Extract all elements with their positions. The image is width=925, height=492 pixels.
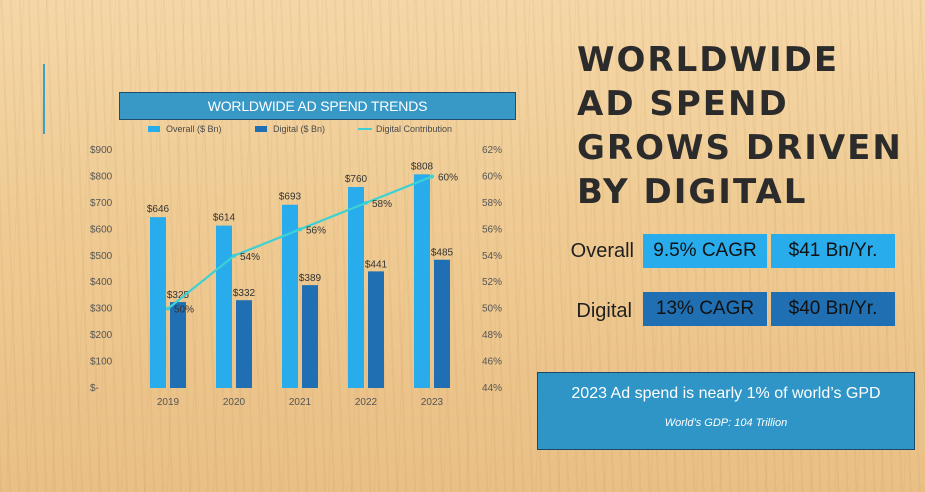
- y2-tick-label: 48%: [482, 330, 502, 341]
- y-tick-label: $200: [90, 330, 113, 341]
- y2-tick-label: 56%: [482, 224, 502, 235]
- contribution-point-2020: [232, 253, 236, 258]
- gdp-note-box: 2023 Ad spend is nearly 1% of world’s GP…: [537, 372, 915, 450]
- legend-swatch-1: [255, 126, 267, 132]
- y-tick-label: $-: [90, 383, 99, 394]
- y2-tick-label: 46%: [482, 357, 502, 368]
- data-label-digital-2020: $332: [233, 288, 256, 299]
- x-tick-label-2019: 2019: [157, 397, 180, 408]
- data-label-overall-2020: $614: [213, 213, 236, 224]
- contribution-label-2021: 56%: [306, 225, 326, 236]
- y-tick-label: $100: [90, 357, 113, 368]
- bar-overall-2019: [150, 217, 166, 388]
- legend-label-1: Digital ($ Bn): [273, 124, 325, 134]
- data-label-digital-2022: $441: [365, 259, 388, 270]
- ad-spend-chart: Overall ($ Bn) Digital ($ Bn) Digital Cont…: [90, 124, 502, 408]
- contribution-label-2023: 60%: [438, 172, 458, 183]
- legend-label-0: Overall ($ Bn): [166, 124, 222, 134]
- bar-digital-2020: [236, 300, 252, 388]
- y-tick-label: $400: [90, 277, 113, 288]
- y-tick-label: $700: [90, 198, 113, 209]
- bar-digital-2019: [170, 302, 186, 388]
- contribution-label-2022: 58%: [372, 199, 392, 210]
- x-tick-label-2023: 2023: [421, 397, 444, 408]
- data-label-digital-2019: $325: [167, 290, 190, 301]
- x-tick-label-2020: 2020: [223, 397, 246, 408]
- gdp-note-subtitle: World’s GDP: 104 Trillion: [664, 417, 788, 429]
- x-tick-label-2022: 2022: [355, 397, 378, 408]
- overall-label: Overall: [570, 240, 634, 262]
- y2-tick-label: 44%: [482, 383, 502, 394]
- data-label-digital-2023: $485: [431, 248, 454, 259]
- legend-label-2: Digital Contribution: [376, 124, 452, 134]
- bar-overall-2022: [348, 187, 364, 388]
- bar-digital-2022: [368, 271, 384, 388]
- digital-cagr-box: 13% CAGR: [643, 292, 767, 326]
- bar-overall-2020: [216, 225, 232, 388]
- data-label-overall-2022: $760: [345, 174, 368, 185]
- y-tick-label: $300: [90, 304, 113, 315]
- contribution-point-2022: [364, 200, 368, 205]
- y2-tick-label: 54%: [482, 251, 502, 262]
- digital-label: Digital: [576, 300, 632, 322]
- data-label-overall-2023: $808: [411, 161, 434, 172]
- data-label-digital-2021: $389: [299, 273, 322, 284]
- overall-abs-box: $41 Bn/Yr.: [771, 234, 895, 268]
- gdp-note-title: 2023 Ad spend is nearly 1% of world’s GP…: [571, 385, 881, 402]
- data-label-overall-2019: $646: [147, 204, 170, 215]
- y2-tick-label: 60%: [482, 171, 502, 182]
- x-tick-label-2021: 2021: [289, 397, 312, 408]
- y-tick-label: $600: [90, 224, 113, 235]
- y-tick-label: $900: [90, 145, 113, 156]
- y2-tick-label: 58%: [482, 198, 502, 209]
- bar-overall-2021: [282, 204, 298, 388]
- contribution-point-2023: [430, 174, 434, 179]
- contribution-label-2020: 54%: [240, 252, 260, 263]
- headline: WORLDWIDE AD SPEND GROWS DRIVEN BY DIGIT…: [577, 40, 903, 212]
- bar-digital-2023: [434, 259, 450, 388]
- contribution-point-2021: [298, 227, 302, 232]
- contribution-label-2019: 50%: [174, 305, 194, 316]
- y2-tick-label: 50%: [482, 304, 502, 315]
- data-label-overall-2021: $693: [279, 192, 302, 203]
- y2-tick-label: 62%: [482, 145, 502, 156]
- accent-line: [43, 64, 45, 134]
- digital-abs-box: $40 Bn/Yr.: [771, 292, 895, 326]
- overall-cagr-box: 9.5% CAGR: [643, 234, 767, 268]
- y-tick-label: $500: [90, 251, 113, 262]
- legend-swatch-0: [148, 126, 160, 132]
- bar-overall-2023: [414, 174, 430, 388]
- contribution-point-2019: [166, 306, 170, 311]
- chart-title: WORLDWIDE AD SPEND TRENDS: [119, 92, 516, 120]
- bar-digital-2021: [302, 285, 318, 388]
- y2-tick-label: 52%: [482, 277, 502, 288]
- y-tick-label: $800: [90, 171, 113, 182]
